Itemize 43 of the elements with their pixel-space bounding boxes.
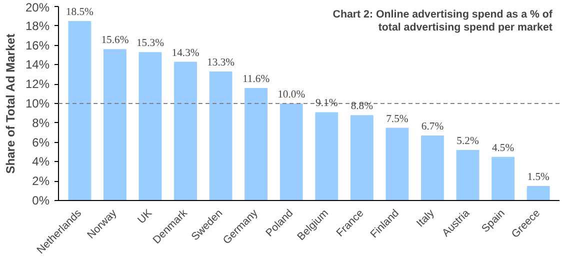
bar xyxy=(492,156,515,200)
data-label: 1.5% xyxy=(527,172,550,183)
bar xyxy=(315,112,338,200)
bar xyxy=(350,115,374,200)
bar xyxy=(174,62,197,200)
data-label: 4.5% xyxy=(492,142,514,154)
data-label: 7.5% xyxy=(386,114,408,125)
bar xyxy=(138,52,162,200)
y-tick-label: 0% xyxy=(32,194,50,208)
data-label: 9.1% xyxy=(316,98,338,110)
y-tick-label: 4% xyxy=(32,154,50,169)
y-tick-label: 20% xyxy=(25,0,50,14)
data-label: 13.3% xyxy=(207,57,235,68)
x-tick-label: Italy xyxy=(414,206,438,230)
bar xyxy=(280,104,303,200)
data-label: 15.3% xyxy=(136,38,164,50)
y-tick-label: 12% xyxy=(25,77,50,92)
data-label: 14.3% xyxy=(172,48,200,59)
bar xyxy=(244,88,268,200)
bar xyxy=(526,186,550,200)
bar xyxy=(68,21,92,200)
bar xyxy=(456,150,480,200)
y-tick-label: 14% xyxy=(25,58,50,72)
text: Chart 2: Online advertising spend as a % of total advertising spend per market xyxy=(332,8,553,34)
data-label: 18.5% xyxy=(66,7,94,18)
data-label: 10.0% xyxy=(278,90,306,100)
y-tick-label: 16% xyxy=(25,38,50,52)
y-tick-label: 8% xyxy=(32,116,50,130)
data-label: 8.8% xyxy=(350,101,374,112)
data-label: 11.6% xyxy=(242,74,270,85)
y-tick-label: 18% xyxy=(25,18,50,33)
y-tick-label: 2% xyxy=(32,174,50,188)
bar xyxy=(103,49,126,200)
data-label: 5.2% xyxy=(456,136,479,148)
x-tick-label: UK xyxy=(136,207,154,226)
y-tick-label: 6% xyxy=(32,135,50,150)
data-label: 6.7% xyxy=(421,122,444,133)
data-label: 15.6% xyxy=(101,35,129,46)
bar xyxy=(209,71,232,200)
y-tick-label: 10% xyxy=(25,96,50,110)
y-axis-title: Share of Total Ad Market xyxy=(3,34,18,174)
bar xyxy=(421,136,444,200)
bar xyxy=(386,128,409,200)
